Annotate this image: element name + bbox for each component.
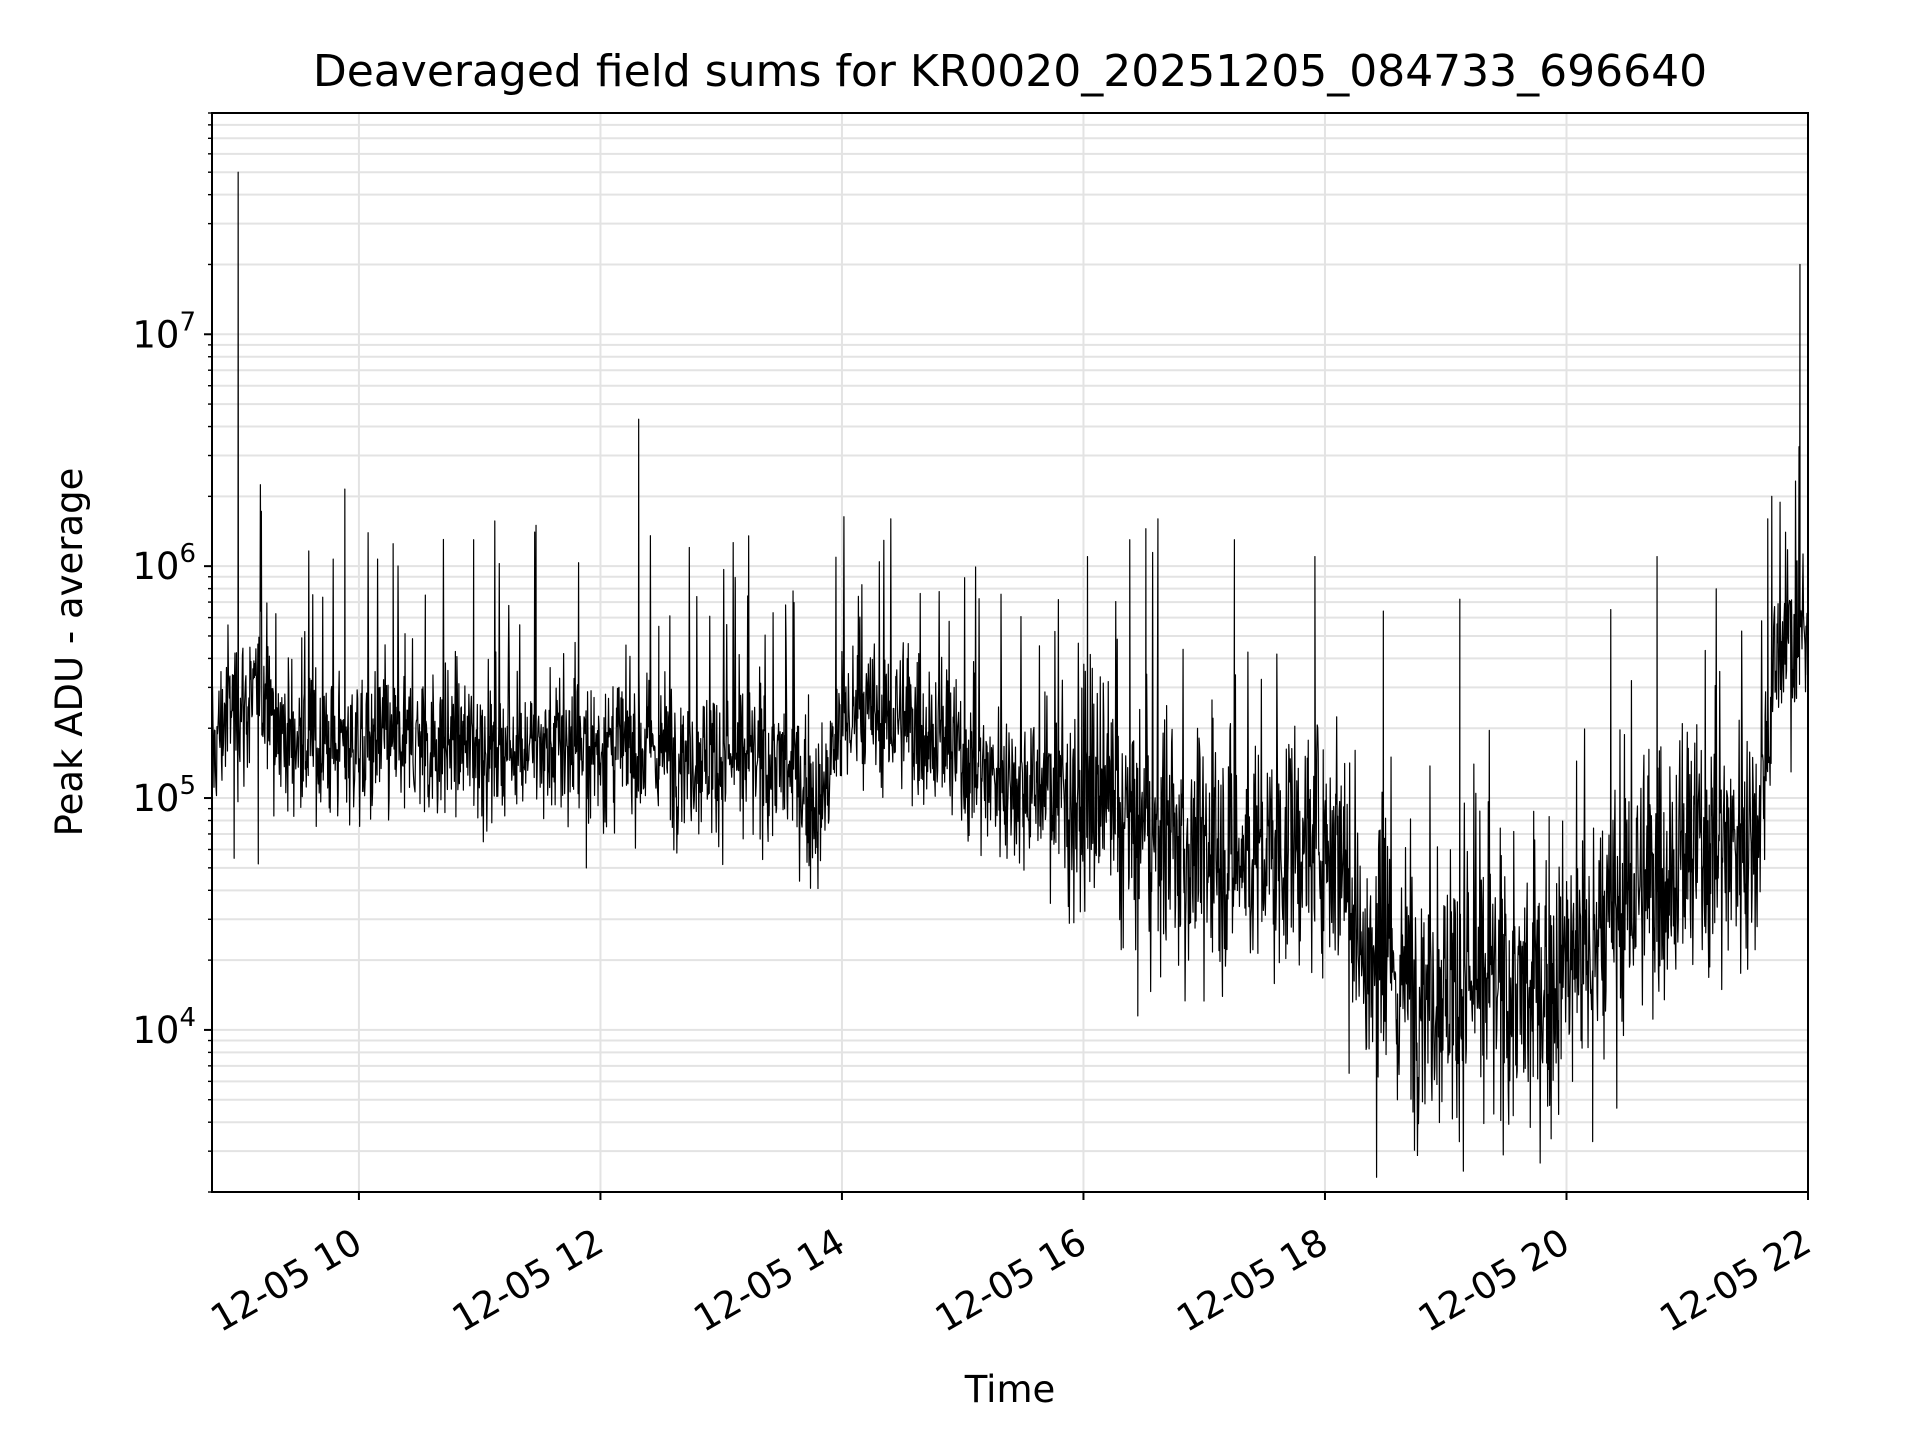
y-tick-label: 106	[132, 539, 196, 588]
y-axis-label: Peak ADU - average	[48, 468, 91, 837]
chart-title: Deaveraged field sums for KR0020_2025120…	[313, 46, 1707, 97]
y-tick-label: 104	[132, 1003, 196, 1052]
y-tick-label: 107	[132, 307, 196, 356]
y-tick-label: 105	[132, 771, 196, 820]
y-minor-ticks	[208, 112, 212, 1193]
series-line	[211, 171, 1809, 1178]
y-axis-ticks: 104 105 106 107	[132, 307, 212, 1052]
x-axis-label: Time	[964, 1368, 1056, 1411]
plot-area	[211, 171, 1809, 1178]
